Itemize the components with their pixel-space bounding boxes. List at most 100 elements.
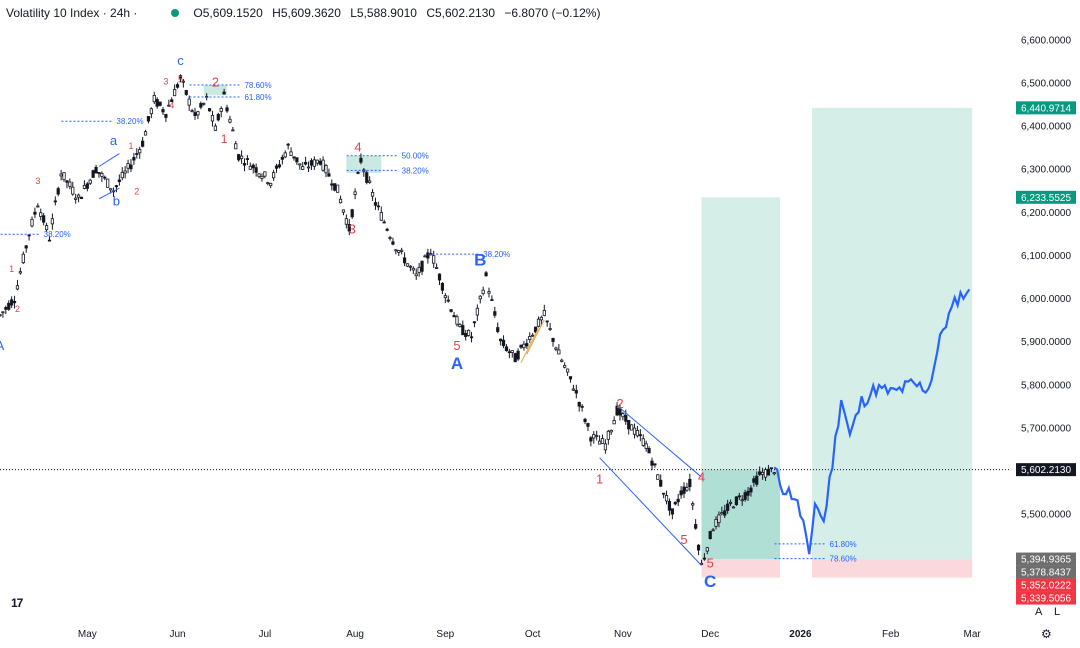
candle-body <box>315 159 319 164</box>
zone-entry-1 <box>701 469 781 560</box>
channel-lines <box>98 153 702 566</box>
candle-body <box>190 110 194 113</box>
candle-body <box>589 437 593 442</box>
candle-body <box>350 209 354 218</box>
candle-body <box>44 225 49 231</box>
candle-body <box>82 184 87 189</box>
candle-body <box>222 91 226 95</box>
candle-body <box>490 299 494 301</box>
candle-body <box>280 156 284 160</box>
price-badge-text: 5,394.9365 <box>1021 555 1071 566</box>
candle-body <box>571 388 576 391</box>
candle-body <box>417 267 421 273</box>
wave-label: 4 <box>698 469 705 484</box>
candle-body <box>522 343 526 349</box>
candle-body <box>551 337 555 342</box>
candle-body <box>30 218 34 227</box>
candle-body <box>714 518 718 527</box>
high-value: H5,609.3620 <box>272 6 341 20</box>
price-badge <box>1016 591 1076 605</box>
price-tick-label: 6,300.0000 <box>1021 165 1071 176</box>
candle-body <box>53 200 57 203</box>
wave-label: 5 <box>453 338 460 353</box>
candle-body <box>347 223 351 232</box>
candle-body <box>126 163 130 169</box>
candle-body <box>758 471 762 475</box>
price-tick-label: 6,200.0000 <box>1021 208 1071 219</box>
projection-path <box>773 288 971 555</box>
candle-body <box>606 430 610 440</box>
candle-body <box>321 159 325 171</box>
candle-body <box>15 285 20 290</box>
price-axis[interactable]: 6,600.0000 6,500.0000 6,400.0000 6,300.0000… <box>1016 35 1076 605</box>
candle-body <box>117 179 121 183</box>
candle-body <box>720 512 724 515</box>
candle-body <box>336 184 340 193</box>
fib-label: 38.20% <box>402 166 429 175</box>
tradingview-logo-icon[interactable]: 17 <box>11 596 23 610</box>
candle-body <box>632 427 637 435</box>
candle-body <box>269 182 273 187</box>
candle-body <box>4 307 8 310</box>
candle-body <box>763 469 768 478</box>
log-scale-button[interactable]: L <box>1054 606 1061 618</box>
time-tick-label: Jun <box>169 629 185 640</box>
candle-body <box>414 273 418 277</box>
candle-body <box>405 263 410 267</box>
price-badge <box>1016 463 1076 477</box>
candle-body <box>370 192 375 197</box>
candle-body <box>59 173 63 177</box>
candle-body <box>560 359 564 362</box>
candle-body <box>132 156 136 161</box>
candle-body <box>708 531 712 539</box>
candle-body <box>158 101 162 106</box>
price-badge-text: 6,440.9714 <box>1021 103 1071 114</box>
wave-label: A <box>0 338 5 353</box>
candle-body <box>650 460 654 466</box>
candle-body <box>475 307 479 316</box>
candle-body <box>21 253 25 264</box>
candle-body <box>408 265 413 268</box>
fib-label: 61.80% <box>830 540 857 549</box>
candle-body <box>0 314 2 317</box>
candle-body <box>734 496 738 506</box>
candle-body <box>662 492 666 495</box>
candle-body <box>219 107 223 112</box>
gear-icon[interactable]: ⚙ <box>1041 627 1052 641</box>
close-value: C5,602.2130 <box>426 6 496 20</box>
candle-body <box>260 175 264 179</box>
candle-body <box>24 245 28 249</box>
candle-body <box>726 503 730 511</box>
candle-body <box>394 249 398 252</box>
time-tick-label: Dec <box>701 629 719 640</box>
zone-target-3 <box>812 107 973 560</box>
candle-body <box>496 327 500 332</box>
candle-body <box>109 188 113 191</box>
ohlc-readout: O5,609.1520 H5,609.3620 L5,588.9010 C5,6… <box>193 6 606 20</box>
fib-box-1 <box>346 155 382 173</box>
candle-body <box>743 492 747 500</box>
candle-body <box>635 430 640 437</box>
candle-body <box>178 75 183 79</box>
price-badge-text: 5,602.2130 <box>1021 465 1071 476</box>
channel-line-1 <box>599 457 702 566</box>
candle-body <box>472 321 477 324</box>
candle-body <box>143 131 148 136</box>
candle-body <box>755 475 759 485</box>
candle-body <box>565 368 570 373</box>
candle-body <box>373 202 378 206</box>
candle-body <box>71 186 75 195</box>
candle-body <box>691 503 695 506</box>
time-tick-label: Aug <box>346 629 364 640</box>
symbol-title[interactable]: Volatility 10 Index · 24h · <box>6 6 138 20</box>
candle-body <box>624 415 628 422</box>
auto-scale-button[interactable]: A <box>1035 606 1043 618</box>
candle-body <box>458 323 462 328</box>
candle-body <box>187 98 191 106</box>
time-axis[interactable]: May Jun Jul Aug Sep Oct Nov Dec 2026 Feb Mar <box>78 629 982 640</box>
candle-body <box>769 467 773 470</box>
candle-body <box>630 424 634 431</box>
price-badge-text: 6,233.5525 <box>1021 193 1071 204</box>
candle-body <box>432 255 436 264</box>
